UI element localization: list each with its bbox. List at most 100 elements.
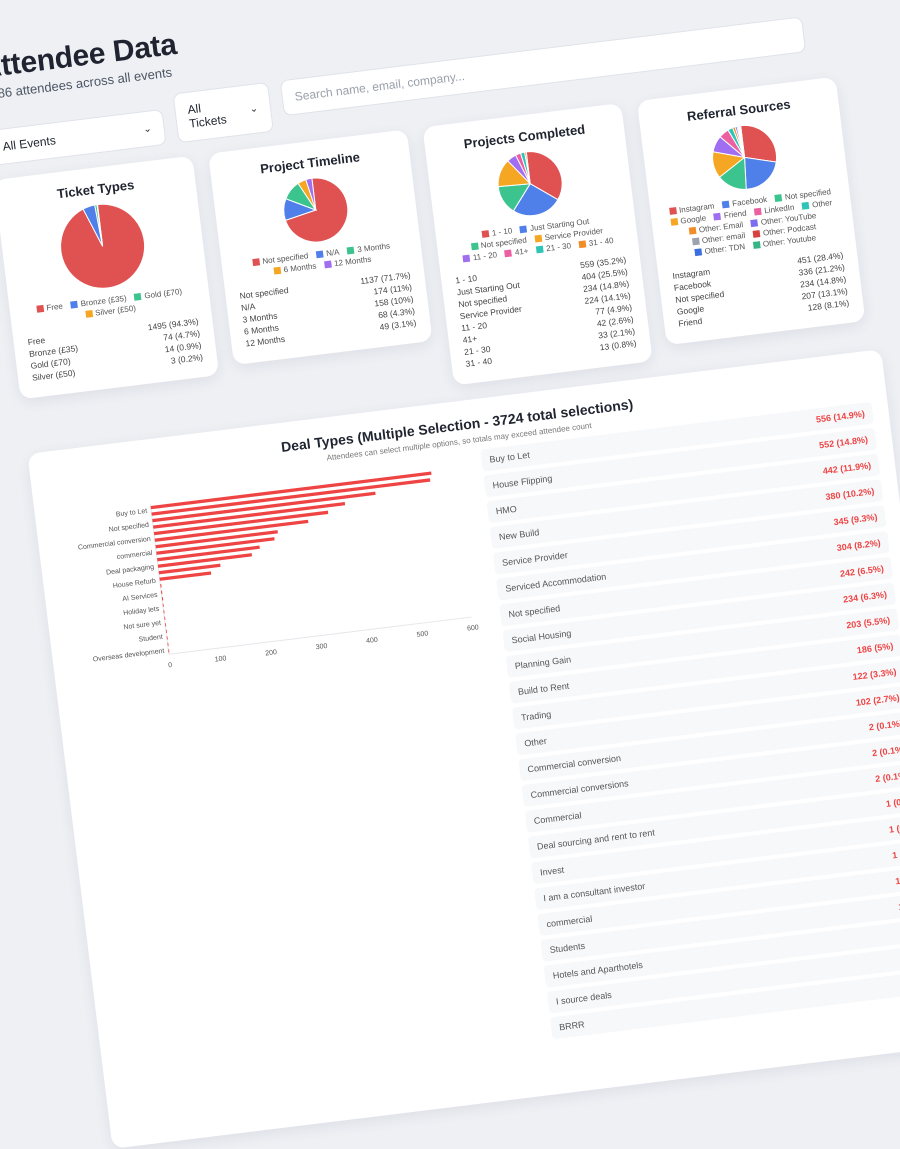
- legend-item[interactable]: Instagram: [668, 201, 715, 215]
- deal-type-label: Build to Rent: [517, 680, 570, 697]
- bar-students[interactable]: [165, 629, 168, 634]
- x-tick-label: 0: [168, 662, 173, 669]
- chevron-down-icon: ⌄: [142, 122, 153, 135]
- deal-type-value: 242 (6.5%): [839, 563, 885, 579]
- deal-type-label: Planning Gain: [514, 654, 572, 672]
- stat-label: 12 Months: [244, 333, 286, 349]
- bar-not-specified[interactable]: [155, 530, 278, 549]
- stat-label: 41+: [462, 333, 478, 346]
- legend-swatch: [462, 254, 471, 263]
- legend-label: 6 Months: [283, 261, 317, 275]
- deal-type-label: I am a consultant investor: [542, 880, 646, 904]
- legend-swatch: [691, 237, 700, 246]
- legend-item[interactable]: N/A: [315, 247, 340, 259]
- legend-label: Other: [811, 198, 833, 210]
- deal-type-value: 2 (0.1%): [868, 718, 900, 733]
- legend-item[interactable]: Free: [36, 302, 63, 314]
- deal-type-label: Commercial conversions: [530, 778, 630, 801]
- deal-types-bar-chart: 0 100 200 300 400 500 600 Buy to Let Not specifi…: [78, 471, 479, 669]
- x-axis: [168, 616, 472, 655]
- deal-types-list: Buy to Let 556 (14.9%) House Flipping 552 (…: [480, 401, 900, 1044]
- deal-type-label: I source deals: [555, 989, 613, 1007]
- bar-commercial-conversions[interactable]: [161, 590, 163, 594]
- x-tick-label: 400: [366, 637, 379, 645]
- card-projects-completed: Projects Completed 1 - 10 Just Starting Ou…: [422, 103, 653, 386]
- legend-item[interactable]: 11 - 20: [462, 250, 498, 263]
- chart-legend: Instagram Facebook Not specified Google Frie…: [664, 187, 841, 261]
- pie-slice-other-youtube[interactable]: [739, 125, 746, 158]
- x-tick-label: 300: [315, 643, 328, 651]
- bar-trading[interactable]: [158, 563, 221, 575]
- bar-service-provider[interactable]: [153, 510, 329, 536]
- bar-social-housing[interactable]: [156, 537, 275, 555]
- bar-i-am-a-consultant-investor[interactable]: [164, 616, 166, 621]
- legend-item[interactable]: Other: [801, 198, 833, 211]
- y-tick-label: Student: [138, 634, 163, 644]
- pie-slice-12-months[interactable]: [305, 177, 317, 211]
- legend-item[interactable]: 31 - 40: [578, 236, 614, 249]
- legend-label: 11 - 20: [472, 250, 498, 263]
- bar-buy-to-let[interactable]: [150, 471, 432, 510]
- deal-type-value: 1 (0%): [885, 795, 900, 809]
- deal-type-value: 304 (8.2%): [836, 537, 882, 553]
- tickets-select[interactable]: All Tickets ⌄: [172, 81, 274, 144]
- bar-commercial-conversion[interactable]: [160, 584, 162, 588]
- stats-list: Not specified 1137 (71.7%) N/A 174 (11%) 3 M…: [239, 269, 417, 350]
- pie-slice-just-starting-out[interactable]: [510, 181, 559, 218]
- bar-brrr[interactable]: [168, 649, 170, 653]
- pie-slice-31-40[interactable]: [524, 151, 531, 184]
- events-select[interactable]: All Events ⌄: [0, 108, 167, 167]
- bar-planning-gain[interactable]: [157, 545, 260, 562]
- legend-swatch: [668, 207, 677, 215]
- y-tick-label: Not sure yet: [123, 620, 161, 632]
- deal-type-label: Invest: [539, 864, 565, 878]
- legend-swatch: [519, 225, 528, 234]
- stat-value: 13 (0.8%): [599, 337, 637, 353]
- legend-item[interactable]: 21 - 30: [535, 241, 572, 254]
- deal-types-card: Deal Types (Multiple Selection - 3724 to…: [27, 349, 900, 1149]
- stat-label: Free: [27, 335, 46, 348]
- bar-new-build[interactable]: [153, 501, 346, 529]
- bar-commercial[interactable]: [161, 597, 164, 601]
- legend-label: Free: [45, 301, 64, 313]
- deal-type-label: Not specified: [507, 603, 561, 620]
- pie-slice-1-10[interactable]: [525, 148, 564, 203]
- legend-label: Friend: [723, 208, 748, 221]
- bar-invest[interactable]: [163, 610, 165, 614]
- bar-serviced-accommodation[interactable]: [154, 519, 309, 542]
- bar-build-to-rent[interactable]: [157, 553, 253, 568]
- legend-swatch: [752, 230, 761, 238]
- y-tick-label: AI Services: [122, 592, 158, 603]
- pie-chart: [60, 203, 146, 289]
- bar-hotels-and-aparthotels[interactable]: [166, 636, 168, 640]
- deal-type-label: Service Provider: [501, 549, 569, 568]
- legend-swatch: [346, 246, 355, 255]
- bar-deal-sourcing-and-rent-to-rent[interactable]: [162, 603, 164, 607]
- pie-slice-instagram[interactable]: [740, 122, 778, 166]
- deal-type-label: commercial: [545, 913, 593, 930]
- legend-swatch: [578, 240, 587, 249]
- legend-item[interactable]: 3 Months: [346, 241, 390, 255]
- legend-swatch: [694, 248, 703, 257]
- deal-type-label: Other: [523, 735, 548, 749]
- bar-hmo[interactable]: [152, 491, 376, 523]
- bar-other[interactable]: [159, 571, 212, 581]
- deal-type-label: New Build: [498, 527, 540, 543]
- events-select-value: All Events: [1, 133, 57, 154]
- bar-house-flipping[interactable]: [151, 478, 431, 516]
- y-tick-label: Holiday lets: [123, 606, 160, 617]
- bar-commercial[interactable]: [165, 623, 167, 627]
- legend-item[interactable]: Gold (£70): [134, 286, 183, 302]
- stat-label: N/A: [240, 301, 256, 313]
- bar-i-source-deals[interactable]: [167, 642, 169, 647]
- deal-types-chart: 0 100 200 300 400 500 600 Buy to Let Not specifi…: [49, 451, 539, 1096]
- legend-swatch: [70, 300, 79, 309]
- pie-slice-silver-50[interactable]: [96, 204, 104, 247]
- legend-label: Gold (£70): [143, 286, 183, 301]
- pie-slice-facebook[interactable]: [742, 154, 779, 190]
- legend-swatch: [134, 292, 142, 301]
- legend-item[interactable]: 41+: [504, 246, 529, 258]
- legend-swatch: [752, 241, 761, 249]
- y-tick-label: House Refurb: [113, 578, 157, 590]
